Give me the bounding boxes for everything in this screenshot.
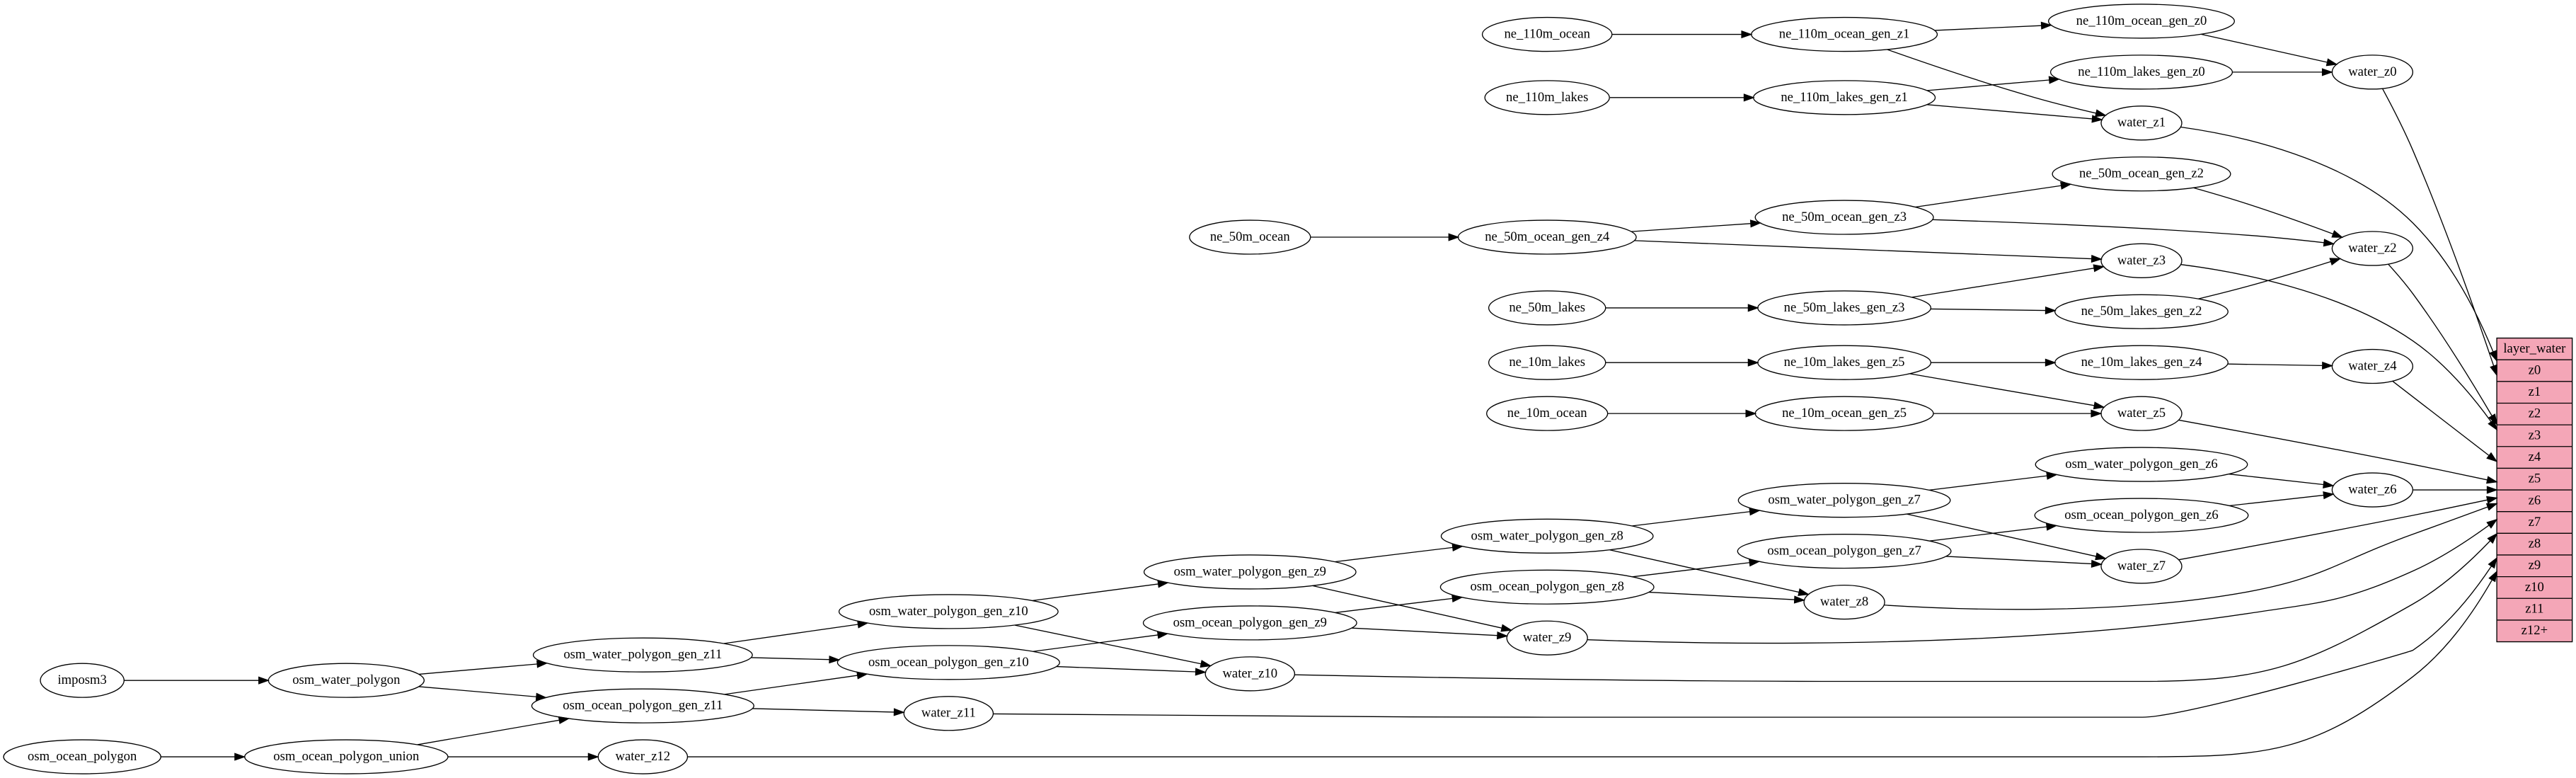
svg-text:ne_10m_lakes: ne_10m_lakes <box>1509 355 1585 370</box>
svg-text:z6: z6 <box>2529 493 2541 508</box>
svg-text:z12+: z12+ <box>2522 623 2548 638</box>
svg-text:z4: z4 <box>2529 450 2541 464</box>
svg-text:osm_water_polygon_gen_z11: osm_water_polygon_gen_z11 <box>563 647 722 662</box>
svg-text:ne_10m_ocean: ne_10m_ocean <box>1507 406 1588 421</box>
svg-text:ne_50m_ocean_gen_z4: ne_50m_ocean_gen_z4 <box>1485 229 1610 244</box>
svg-text:z1: z1 <box>2529 384 2541 399</box>
svg-text:ne_10m_lakes_gen_z5: ne_10m_lakes_gen_z5 <box>1784 355 1905 370</box>
svg-text:osm_ocean_polygon_union: osm_ocean_polygon_union <box>273 749 420 764</box>
svg-text:ne_110m_lakes_gen_z1: ne_110m_lakes_gen_z1 <box>1781 90 1907 105</box>
svg-text:osm_ocean_polygon: osm_ocean_polygon <box>28 749 137 764</box>
svg-text:osm_water_polygon_gen_z10: osm_water_polygon_gen_z10 <box>869 604 1028 619</box>
svg-text:osm_ocean_polygon_gen_z6: osm_ocean_polygon_gen_z6 <box>2064 508 2218 522</box>
svg-text:osm_water_polygon_gen_z7: osm_water_polygon_gen_z7 <box>1768 493 1920 508</box>
svg-text:osm_water_polygon_gen_z6: osm_water_polygon_gen_z6 <box>2065 457 2217 471</box>
svg-text:ne_50m_lakes_gen_z3: ne_50m_lakes_gen_z3 <box>1784 300 1905 315</box>
svg-text:z2: z2 <box>2529 406 2541 421</box>
svg-text:osm_ocean_polygon_gen_z9: osm_ocean_polygon_gen_z9 <box>1173 615 1327 630</box>
svg-text:water_z4: water_z4 <box>2348 358 2397 373</box>
svg-text:z8: z8 <box>2529 537 2541 551</box>
svg-text:ne_10m_lakes_gen_z4: ne_10m_lakes_gen_z4 <box>2081 355 2203 370</box>
svg-text:water_z8: water_z8 <box>1820 595 1868 610</box>
svg-text:layer_water: layer_water <box>2503 341 2566 356</box>
svg-text:ne_50m_lakes_gen_z2: ne_50m_lakes_gen_z2 <box>2081 304 2202 319</box>
svg-text:z7: z7 <box>2529 515 2541 530</box>
svg-text:osm_ocean_polygon_gen_z7: osm_ocean_polygon_gen_z7 <box>1767 544 1921 559</box>
svg-text:z11: z11 <box>2525 602 2543 617</box>
svg-text:osm_water_polygon_gen_z8: osm_water_polygon_gen_z8 <box>1471 528 1623 543</box>
svg-text:ne_50m_lakes: ne_50m_lakes <box>1509 300 1585 315</box>
svg-text:ne_110m_ocean_gen_z0: ne_110m_ocean_gen_z0 <box>2076 13 2207 28</box>
svg-text:ne_110m_ocean: ne_110m_ocean <box>1504 27 1590 42</box>
svg-text:ne_10m_ocean_gen_z5: ne_10m_ocean_gen_z5 <box>1782 406 1907 421</box>
svg-text:water_z12: water_z12 <box>616 749 671 764</box>
svg-text:imposm3: imposm3 <box>57 673 106 687</box>
svg-text:ne_50m_ocean_gen_z3: ne_50m_ocean_gen_z3 <box>1782 210 1907 224</box>
svg-text:water_z0: water_z0 <box>2348 64 2396 79</box>
svg-text:water_z11: water_z11 <box>921 706 976 721</box>
svg-text:water_z5: water_z5 <box>2117 406 2166 421</box>
svg-text:z3: z3 <box>2529 428 2541 442</box>
svg-text:z0: z0 <box>2529 362 2541 377</box>
svg-text:water_z9: water_z9 <box>1523 630 1571 645</box>
svg-text:water_z10: water_z10 <box>1222 666 1277 681</box>
svg-text:osm_water_polygon: osm_water_polygon <box>292 673 401 687</box>
svg-text:osm_water_polygon_gen_z9: osm_water_polygon_gen_z9 <box>1174 564 1326 579</box>
svg-text:ne_110m_ocean_gen_z1: ne_110m_ocean_gen_z1 <box>1779 27 1910 42</box>
svg-text:water_z6: water_z6 <box>2348 482 2396 497</box>
svg-text:osm_ocean_polygon_gen_z8: osm_ocean_polygon_gen_z8 <box>1470 579 1623 594</box>
svg-text:water_z7: water_z7 <box>2117 559 2166 573</box>
svg-text:water_z2: water_z2 <box>2348 241 2396 256</box>
svg-text:osm_ocean_polygon_gen_z10: osm_ocean_polygon_gen_z10 <box>868 655 1029 670</box>
svg-text:water_z3: water_z3 <box>2117 253 2166 268</box>
svg-text:ne_50m_ocean_gen_z2: ne_50m_ocean_gen_z2 <box>2079 166 2204 181</box>
svg-text:z9: z9 <box>2529 558 2541 573</box>
svg-text:osm_ocean_polygon_gen_z11: osm_ocean_polygon_gen_z11 <box>563 698 723 713</box>
svg-text:water_z1: water_z1 <box>2117 115 2166 130</box>
svg-text:z5: z5 <box>2529 471 2541 486</box>
svg-text:z10: z10 <box>2525 580 2544 595</box>
svg-text:ne_50m_ocean: ne_50m_ocean <box>1210 229 1291 244</box>
svg-text:ne_110m_lakes: ne_110m_lakes <box>1506 90 1588 105</box>
svg-text:ne_110m_lakes_gen_z0: ne_110m_lakes_gen_z0 <box>2078 64 2204 79</box>
